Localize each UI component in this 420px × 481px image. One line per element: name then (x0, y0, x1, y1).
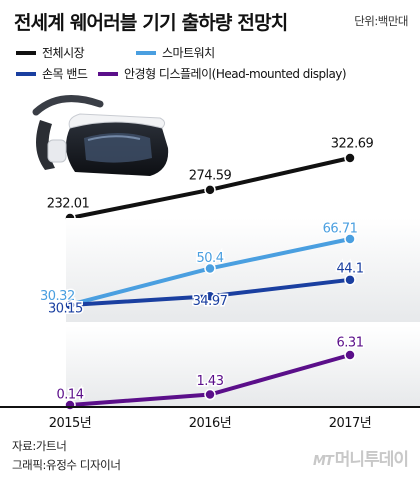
series-1-1-label-2: 44.1 (337, 261, 364, 276)
series-1-1-label-0: 30.15 (48, 302, 83, 317)
series-0-0-point-1 (204, 184, 216, 196)
vr-headset-icon (32, 95, 169, 176)
chart-panels: 232.01274.59322.6930.3250.466.7130.1534.… (39, 135, 420, 411)
source-line: 자료:가트너 (12, 439, 67, 453)
series-2-0-point-1 (204, 388, 216, 401)
unit-label: 단위:백만대 (354, 14, 408, 28)
legend-label-smartwatch: 스마트워치 (162, 46, 215, 60)
series-0-0-label-2: 322.69 (331, 137, 374, 152)
legend-swatch-total (16, 50, 36, 55)
series-1-0-label-1: 50.4 (197, 251, 224, 266)
series-1-0-point-1 (204, 262, 216, 275)
series-0-0-label-1: 274.59 (189, 168, 232, 183)
legend-item-total: 전체시장 (16, 44, 85, 61)
legend-label-hmd: 안경형 디스플레이(Head-mounted display) (124, 67, 347, 81)
legend-swatch-smartwatch (136, 50, 156, 55)
x-tick-label-2: 2017년 (329, 416, 372, 431)
logo-text: 머니투데이 (334, 450, 409, 470)
series-2-0-label-0: 0.14 (57, 388, 84, 403)
legend-item-smartwatch: 스마트워치 (136, 44, 215, 61)
x-tick-label-0: 2015년 (49, 416, 92, 431)
legend-item-wristband: 손목 밴드 (16, 65, 88, 82)
logo-mark: MT (312, 454, 334, 469)
legend-swatch-hmd (98, 71, 118, 76)
legend-label-total: 전체시장 (42, 46, 85, 60)
series-1-1-point-2 (344, 274, 356, 286)
legend-swatch-wristband (16, 71, 36, 76)
series-1-0-point-2 (344, 233, 356, 245)
series-2-0-label-1: 1.43 (197, 374, 224, 389)
legend-item-hmd: 안경형 디스플레이(Head-mounted display) (98, 65, 347, 82)
series-0-0-point-2 (344, 152, 356, 164)
chart-title: 전세계 웨어러블 기기 출하량 전망치 (14, 12, 288, 34)
source-credits: 자료:가트너 그래픽:유정수 디자이너 (12, 437, 121, 475)
panel-background (66, 218, 420, 322)
x-axis: 2015년 2016년 2017년 (0, 406, 420, 431)
series-1-1-point-1 (204, 290, 216, 303)
series-1-1-label-1: 34.97 (193, 294, 228, 309)
x-tick-label-1: 2016년 (189, 416, 232, 431)
series-1-1-point-0 (64, 299, 76, 311)
series-0-0-label-0: 232.01 (47, 197, 90, 212)
legend-label-wristband: 손목 밴드 (42, 67, 88, 81)
series-2-0-point-2 (344, 349, 356, 361)
publisher-logo: MT 머니투데이 (312, 445, 409, 470)
panel-background (66, 326, 420, 406)
graphic-credit-line: 그래픽:유정수 디자이너 (12, 458, 121, 472)
series-1-0-label-2: 66.71 (323, 222, 358, 237)
series-2-0-label-2: 6.31 (337, 336, 364, 351)
